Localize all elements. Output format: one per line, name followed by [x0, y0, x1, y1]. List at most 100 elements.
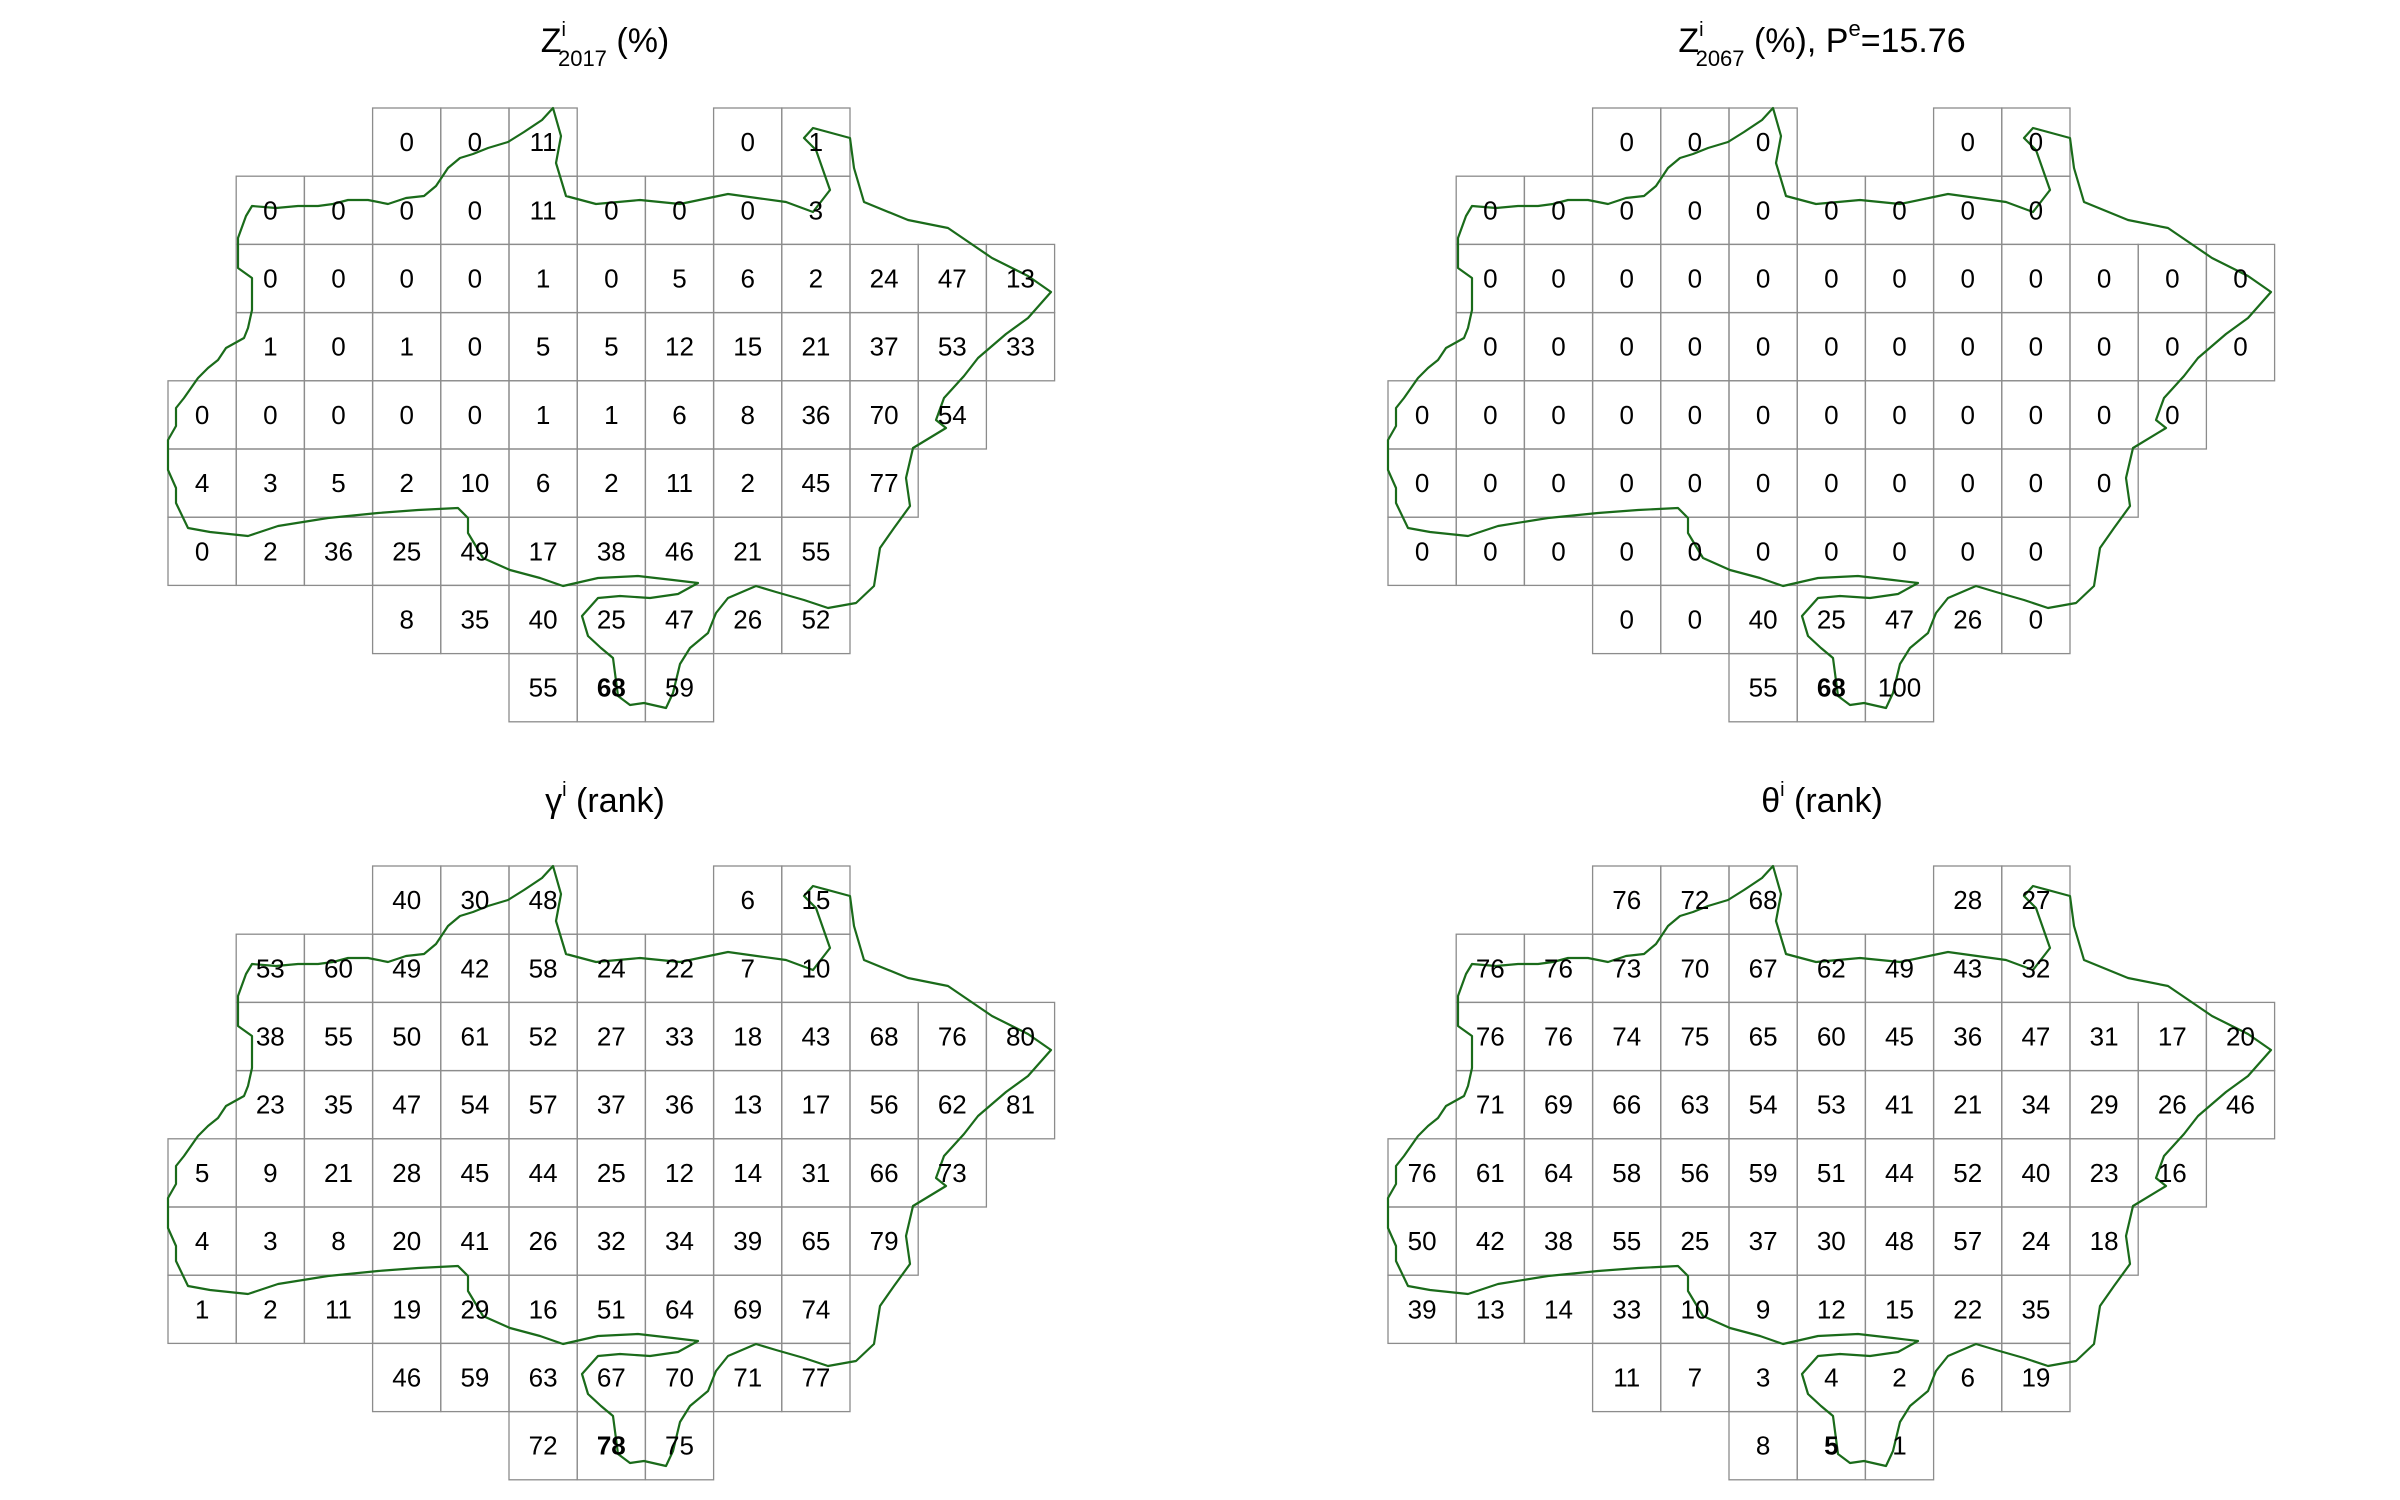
cell-value: 0	[1619, 195, 1633, 225]
cell-value: 0	[195, 536, 209, 566]
cell-value: 0	[1551, 195, 1565, 225]
cell-value: 31	[2090, 1022, 2119, 1052]
cell-value: 37	[870, 332, 899, 362]
region-outline	[166, 864, 1053, 1468]
cell-value: 23	[256, 1090, 285, 1120]
cell-value: 52	[801, 605, 830, 635]
cell-value: 0	[1688, 536, 1702, 566]
cell-value: 26	[2158, 1090, 2187, 1120]
cell-value: 0	[2097, 468, 2111, 498]
cell-value: 27	[2021, 885, 2050, 915]
cell-value: 2	[809, 264, 823, 294]
cell-value: 0	[672, 195, 686, 225]
cell-value: 36	[665, 1090, 694, 1120]
cell-value: 0	[1619, 536, 1633, 566]
cell-value: 77	[870, 468, 899, 498]
cell-value: 15	[1885, 1294, 1914, 1324]
cell-value: 0	[1892, 332, 1906, 362]
cell-value: 41	[1885, 1090, 1914, 1120]
cell-value: 1	[536, 264, 550, 294]
cell-value: 0	[1688, 605, 1702, 635]
cell-value: 55	[324, 1022, 353, 1052]
cell-value: 2	[740, 468, 754, 498]
grid-cell	[917, 380, 988, 450]
cell-value: 0	[2097, 264, 2111, 294]
cell-value: 68	[870, 1022, 899, 1052]
cell-value: 27	[597, 1022, 626, 1052]
cell-value: 6	[536, 468, 550, 498]
cell-value: 0	[1688, 332, 1702, 362]
cell-value: 62	[938, 1090, 967, 1120]
cell-value: 49	[460, 536, 489, 566]
cell-value: 1	[195, 1294, 209, 1324]
cell-value: 0	[2029, 264, 2043, 294]
cell-value: 0	[1824, 536, 1838, 566]
cell-value: 12	[1817, 1294, 1846, 1324]
cell-value: 63	[529, 1363, 558, 1393]
cell-value: 76	[938, 1022, 967, 1052]
cell-value: 62	[1817, 953, 1846, 983]
cell-value: 25	[597, 1158, 626, 1188]
cell-value: 31	[801, 1158, 830, 1188]
cell-value: 72	[529, 1431, 558, 1461]
cell-value: 0	[1756, 264, 1770, 294]
cell-value: 25	[1680, 1226, 1709, 1256]
cell-value: 28	[1953, 885, 1982, 915]
cell-value: 5	[195, 1158, 209, 1188]
panel-title-gamma: γi (rank)	[545, 779, 665, 820]
grid-cell	[2137, 380, 2208, 450]
cell-value: 24	[2021, 1226, 2050, 1256]
cell-value: 0	[1551, 536, 1565, 566]
cell-value: 0	[1619, 605, 1633, 635]
cell-value: 46	[665, 536, 694, 566]
cell-value: 0	[2029, 468, 2043, 498]
cell-value: 5	[536, 332, 550, 362]
cell-value: 8	[399, 605, 413, 635]
cell-value: 0	[1483, 195, 1497, 225]
grid-cell	[644, 652, 715, 723]
cell-value: 76	[1544, 1022, 1573, 1052]
cell-value: 45	[1885, 1022, 1914, 1052]
cell-value: 14	[733, 1158, 762, 1188]
cell-value: 47	[392, 1090, 421, 1120]
cell-value: 55	[529, 673, 558, 703]
cell-value: 71	[1476, 1090, 1505, 1120]
cell-value: 0	[1551, 332, 1565, 362]
cell-value: 10	[801, 953, 830, 983]
cell-value: 58	[1612, 1158, 1641, 1188]
cell-value: 16	[529, 1294, 558, 1324]
cell-value: 0	[1483, 468, 1497, 498]
cell-value: 7	[740, 953, 754, 983]
cell-value: 70	[1680, 953, 1709, 983]
cell-value: 21	[1953, 1090, 1982, 1120]
cell-value: 15	[801, 885, 830, 915]
cell-value: 0	[331, 332, 345, 362]
cell-value: 0	[2029, 400, 2043, 430]
cell-value: 68	[1817, 673, 1846, 703]
cell-value: 9	[263, 1158, 277, 1188]
cell-value: 36	[801, 400, 830, 430]
cell-value: 0	[1551, 264, 1565, 294]
cell-value: 20	[392, 1226, 421, 1256]
cell-value: 37	[1749, 1226, 1778, 1256]
cell-value: 17	[2158, 1022, 2187, 1052]
cell-value: 76	[1476, 953, 1505, 983]
cell-value: 0	[1960, 127, 1974, 157]
cell-value: 0	[1960, 264, 1974, 294]
cell-value: 3	[1756, 1363, 1770, 1393]
region-outline	[1386, 106, 2273, 710]
cell-value: 64	[1544, 1158, 1573, 1188]
cell-value: 60	[1817, 1022, 1846, 1052]
cell-value: 1	[263, 332, 277, 362]
cell-value: 11	[530, 127, 557, 157]
cell-value: 0	[1960, 332, 1974, 362]
cell-value: 0	[468, 195, 482, 225]
cell-value: 6	[740, 264, 754, 294]
cell-value: 81	[1006, 1090, 1035, 1120]
cell-value: 0	[1688, 195, 1702, 225]
cell-value: 42	[460, 953, 489, 983]
cell-value: 0	[2165, 264, 2179, 294]
cell-value: 61	[1476, 1158, 1505, 1188]
